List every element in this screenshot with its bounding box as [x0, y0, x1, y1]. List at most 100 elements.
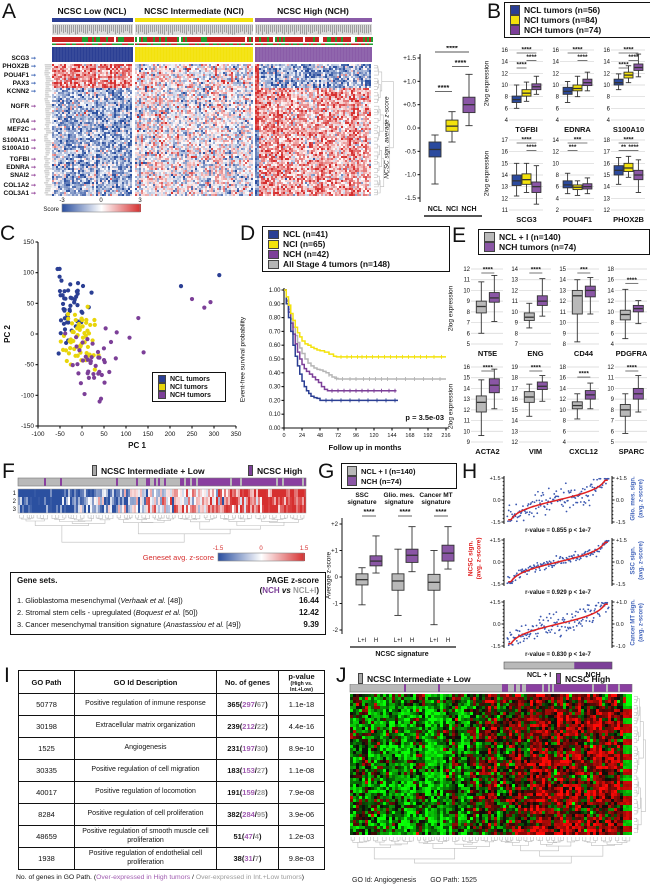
gene-arrow-icon: ➞ [30, 183, 36, 189]
heatmap-group-header-nch: NCSC High (NCH) [277, 6, 349, 16]
angiogenesis-heatmap-canvas [346, 684, 650, 876]
legend-item: NCSC Intermediate + Low [92, 465, 205, 476]
gene-arrow-icon: ➞ [30, 173, 36, 179]
gene-arrow-icon: ➞ [30, 56, 36, 62]
legend-item: NCH tumors (n=74) [484, 242, 644, 252]
no-of-genes-header: No. of genes [216, 670, 279, 694]
go-table-footnote: No. of genes in GO Path. (Over-expressed… [16, 874, 305, 881]
geneset-heatmap-canvas [8, 476, 316, 572]
boxplot-pou4f1 [547, 134, 597, 226]
geneset-row: 3. Cancer mesenchymal transition signatu… [17, 620, 319, 630]
gene-label-s100a10: S100A10 ➞ [2, 145, 36, 152]
boxplot-tgfbi [496, 44, 546, 136]
boxplot-acta2 [458, 361, 506, 458]
gene-label-pax3: PAX3 ➞ [12, 80, 36, 87]
panel-e-ylabel-row1: 2log expression [447, 285, 455, 332]
gene-label-col3a1: COL3A1 ➞ [3, 190, 37, 197]
go-table-row: 8284 Positive regulation of cell prolifer… [18, 803, 325, 826]
geneset-table-header: Gene sets. [17, 576, 58, 585]
geneset-row: 1. Glioblastoma mesenchymal (Verhaak et … [17, 596, 319, 606]
legend-item: NCH tumors (n=74) [510, 25, 646, 35]
go-table-row: 50778 Positive regulation of inmune respo… [18, 693, 325, 716]
gene-arrow-icon: ➞ [30, 104, 36, 110]
gene-arrow-icon: ➞ [30, 157, 36, 163]
panel-e-legend: NCL + I (n=140) NCH tumors (n=74) [478, 229, 650, 255]
legend-item: NCL + I (n=140) [484, 232, 644, 242]
boxplot-vim [506, 361, 554, 458]
panel-a-label: A [2, 0, 17, 23]
legend-item: NCL (n=41) [268, 229, 444, 239]
gene-label-scg3: SCG3 ➞ [11, 55, 36, 62]
boxplot-ednra [547, 44, 597, 136]
gene-arrow-icon: ➞ [30, 73, 36, 79]
panel-j-legend-low: NCSC Intermediate + Low [358, 673, 471, 684]
gene-label-itga4: ITGA4 ➞ [10, 118, 36, 125]
boxplot-sparc [602, 361, 650, 458]
panel-e-ylabel-row2: 2log expression [447, 383, 455, 430]
survival-legend: NCL (n=41) NCI (n=65) NCH (n=42) All Stage … [262, 226, 450, 272]
legend-item: NCSC High [248, 465, 302, 476]
panel-g-label: G [318, 460, 335, 483]
legend-item: NCL + I (n=140) [347, 466, 451, 476]
geneset-table: Gene sets. PAGE z-score (NCH vs NCL+I) 1… [10, 572, 326, 636]
go-description-header: GO Id Description [74, 670, 217, 694]
survival-ylabel: Event-free survival probability [239, 316, 247, 403]
gene-label-ngfr: NGFR ➞ [10, 103, 36, 110]
legend-item: NCI (n=65) [268, 239, 444, 249]
ncsc-heatmap-canvas [40, 18, 400, 218]
boxplot-pdgfra [602, 263, 650, 360]
go-table-row: 48659 Positive regulation of smooth muscl… [18, 825, 325, 848]
panel-f-legend-low: NCSC Intermediate + Low [92, 465, 205, 476]
gene-label-col1a2: COL1A2 ➞ [3, 182, 37, 189]
angiogenesis-caption: GO Id: Angiogenesis GO Path: 1525 [352, 877, 477, 884]
heatmap-group-header-nci: NCSC Intermediate (NCI) [144, 6, 244, 16]
boxplot-s100a10 [598, 44, 648, 136]
boxplot-eng [506, 263, 554, 360]
panel-j-legend-high: NCSC High [556, 673, 610, 684]
gene-label-ednra: EDNRA ➞ [6, 164, 36, 171]
gene-label-pou4f1: POU4F1 ➞ [3, 72, 36, 79]
pca-legend: NCL tumors NCI tumors NCH tumors [152, 372, 226, 402]
legend-item: All Stage 4 tumors (n=148) [268, 259, 444, 269]
boxplot-cd44 [554, 263, 602, 360]
panel-b-ylabel-row2: 2log expression [483, 150, 491, 197]
go-table-row: 40017 Positive regulation of locomotion 19… [18, 781, 325, 804]
legend-item: NCL tumors (n=56) [510, 5, 646, 15]
gene-arrow-icon: ➞ [30, 165, 36, 171]
go-table-row: 30335 Positive regulation of cell migrati… [18, 759, 325, 782]
page-zscore-header: PAGE z-score [266, 576, 319, 585]
gene-label-kcnn2: KCNN2 ➞ [6, 88, 36, 95]
legend-item: NCH (n=42) [268, 249, 444, 259]
go-pathway-table: GO Path GO Id Description No. of genes p… [18, 670, 325, 870]
gene-label-snai2: SNAI2 ➞ [10, 172, 36, 179]
go-table-row: 1938 Positive regulation of endothelial c… [18, 847, 325, 870]
cancer-mt-axis-label: Cancer MT sign. (avg. z-score) [630, 599, 645, 646]
panel-i-label: I [4, 664, 10, 687]
gene-label-phox2b: PHOX2B ➞ [2, 63, 36, 70]
signature-boxplot-canvas [318, 490, 458, 658]
gene-arrow-icon: ➞ [30, 119, 36, 125]
geneset-row: 2. Stromal stem cells - upregulated (Boq… [17, 608, 319, 618]
boxplot-scg3 [496, 134, 546, 226]
boxplot-cxcl12 [554, 361, 602, 458]
legend-item: NCH (n=74) [347, 476, 451, 486]
gene-arrow-icon: ➞ [30, 146, 36, 152]
legend-item: NCH tumors [158, 391, 220, 399]
pca-scatter-canvas [0, 230, 244, 460]
survival-curve-canvas [248, 280, 452, 460]
gene-label-mef2c: MEF2C ➞ [7, 126, 36, 133]
legend-item: NCSC Intermediate + Low [358, 673, 471, 684]
p-value-header: p-value (High vs. Int.+Low) [278, 670, 325, 694]
legend-item: NCSC High [556, 673, 610, 684]
go-table-row: 30198 Extracellular matrix organization 23… [18, 715, 325, 738]
ncsc-score-boxplot-canvas [390, 46, 490, 238]
heatmap-group-header-ncl: NCSC Low (NCL) [57, 6, 127, 16]
panel-b-label: B [487, 0, 502, 23]
panel-j-label: J [336, 664, 347, 687]
page-zscore-subheader: (NCH vs NCL+I) [259, 585, 319, 595]
gene-arrow-icon: ➞ [30, 127, 36, 133]
gene-arrow-icon: ➞ [30, 191, 36, 197]
gene-label-s100a11: S100A11 ➞ [2, 137, 36, 144]
panel-f-legend-high: NCSC High [248, 465, 302, 476]
